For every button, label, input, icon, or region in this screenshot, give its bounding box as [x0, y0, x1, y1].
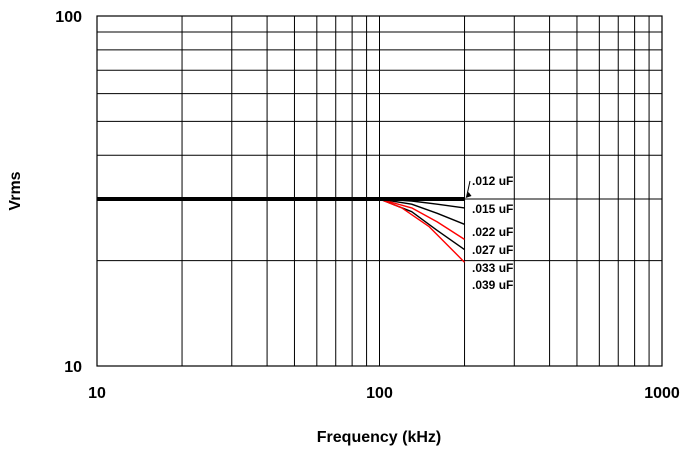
- y-tick-label-10: 10: [64, 359, 82, 376]
- plot-frame: [96, 15, 663, 367]
- x-gridlines: [181, 16, 650, 366]
- annotation-leader-1: [466, 180, 471, 198]
- series-annotation-1: .012 uF: [472, 174, 513, 188]
- x-tick-label-100: 100: [366, 385, 393, 402]
- series-annotation-2: .015 uF: [472, 202, 513, 216]
- series-annotation-4: .027 uF: [472, 243, 513, 257]
- y-tick-label-100: 100: [55, 9, 82, 26]
- series-annotation-6: .039 uF: [472, 278, 513, 292]
- x-axis-title: Frequency (kHz): [317, 429, 441, 446]
- annotation-arrowhead: [465, 192, 472, 199]
- x-tick-label-1000: 1000: [644, 385, 680, 402]
- series-annotations: .012 uF .015 uF .022 uF .027 uF .033 uF .039 …: [465, 174, 513, 292]
- x-tick-label-10: 10: [88, 385, 106, 402]
- y-axis-title: Vrms: [7, 171, 24, 210]
- series-lines: [97, 197, 465, 263]
- series-annotation-5: .033 uF: [472, 261, 513, 275]
- series-annotation-3: .022 uF: [472, 225, 513, 239]
